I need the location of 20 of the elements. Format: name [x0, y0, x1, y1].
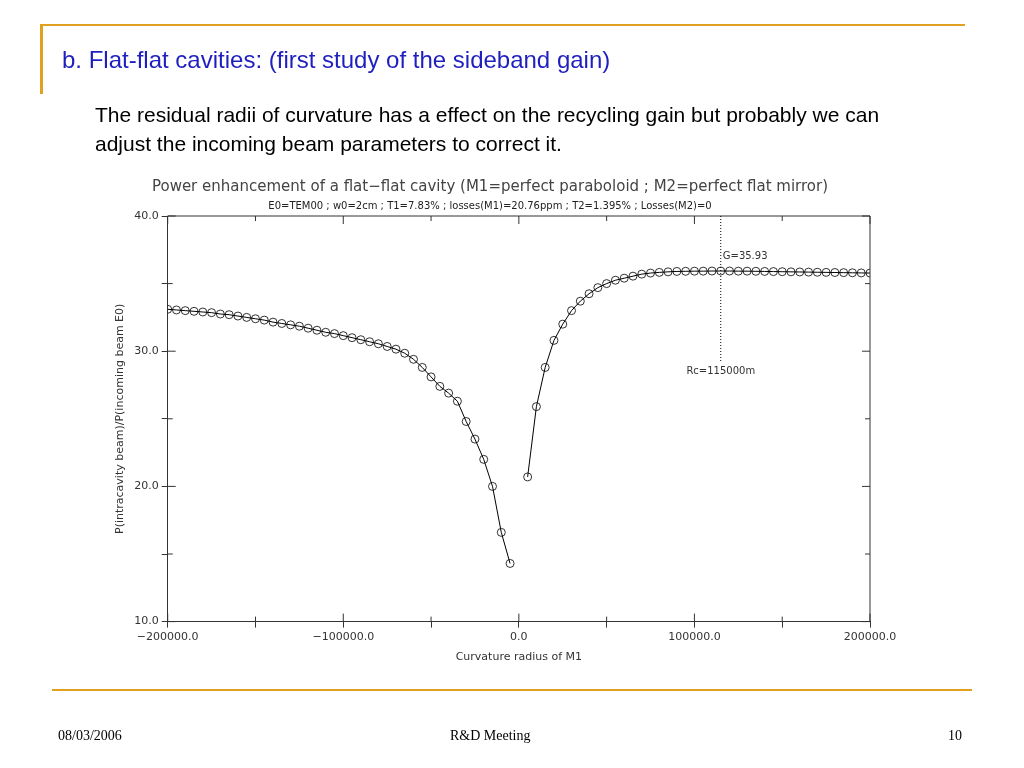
x-tick-label: 200000.0: [843, 630, 897, 644]
x-tick-label: −100000.0: [312, 630, 375, 644]
chart-subtitle: E0=TEM00 ; w0=2cm ; T1=7.83% ; losses(M1)=20.76ppm ; T2=1.395% ; Losses(M2)=0: [268, 199, 712, 211]
annotation: G=35.93: [722, 249, 768, 261]
y-tick-label: 40.0: [134, 208, 159, 222]
chart-title: Power enhancement of a flat−flat cavity (M1=perfect paraboloid ; M2=perfect flat mirror): [151, 176, 829, 195]
text: 10: [948, 728, 962, 744]
text: R&D Meeting: [450, 728, 531, 744]
text: b. Flat-flat cavities: (first study of the sideband gain): [62, 46, 611, 74]
y-tick-label: 10.0: [134, 614, 159, 628]
x-axis-title: Curvature radius of M1: [455, 650, 583, 664]
y-tick-label: 20.0: [134, 479, 159, 493]
text: 08/03/2006: [58, 728, 122, 744]
x-tick-label: 100000.0: [668, 630, 721, 644]
ref-line-label: Rc=115000m: [686, 364, 756, 376]
y-axis-title: P(intracavity beam)/P(incoming beam E0): [113, 303, 127, 534]
y-tick-label: 30.0: [134, 344, 159, 358]
x-tick-label: −200000.0: [136, 630, 199, 644]
text: The residual radii of curvature has a effect on the recycling gain but probably we can adjust the incoming beam parameters to correct it.: [95, 102, 881, 157]
x-tick-label: 0.0: [510, 630, 528, 644]
